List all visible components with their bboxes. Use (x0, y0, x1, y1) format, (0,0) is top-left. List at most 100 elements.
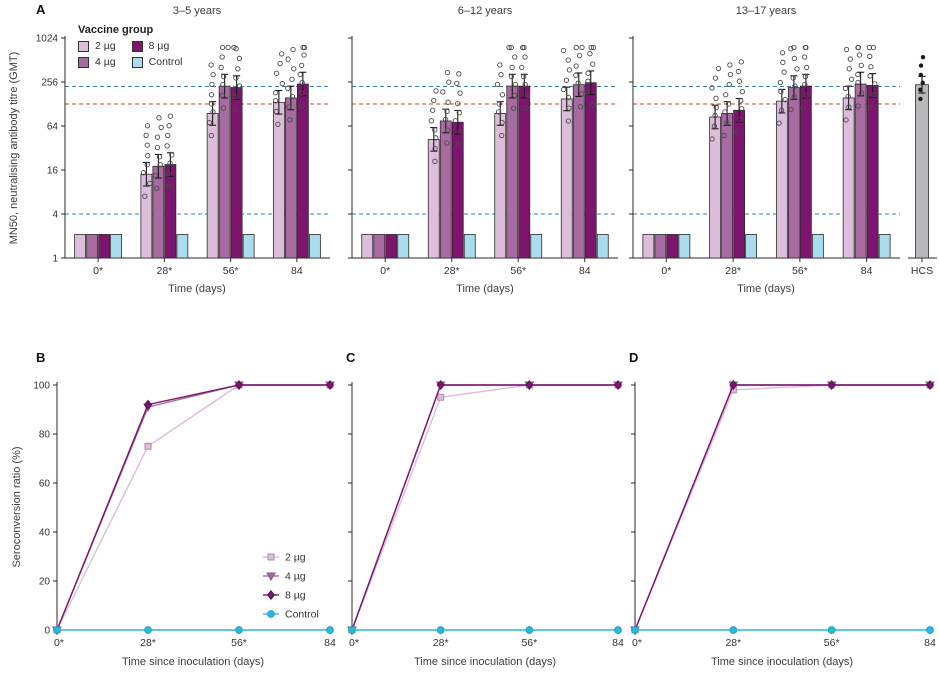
data-point (778, 107, 785, 113)
marker-circle (614, 626, 622, 634)
data-point (565, 57, 571, 63)
legend-item-2ug: 2 µg (78, 40, 116, 52)
marker-diamond (525, 380, 534, 390)
data-point (791, 55, 797, 62)
data-point (577, 104, 584, 110)
data-point (802, 44, 808, 51)
data-point (446, 79, 452, 85)
data-point (508, 44, 514, 51)
swatch-control (131, 56, 143, 68)
tick-label: 84 (924, 637, 936, 649)
bar-8µg (296, 83, 309, 259)
tick-label: 4 (52, 210, 58, 221)
tick-label: 28* (725, 637, 741, 649)
data-point (231, 44, 237, 51)
data-point (780, 59, 786, 65)
data-point (495, 109, 502, 115)
panel-d-label: D (629, 350, 639, 365)
data-point (721, 132, 727, 139)
data-point (712, 75, 719, 81)
bar-Control (811, 234, 824, 259)
data-point (210, 109, 216, 115)
data-point (739, 106, 745, 112)
tick-label: 28* (444, 265, 460, 277)
x-axis-label-time-2: Time (days) (456, 283, 514, 295)
data-point (144, 142, 150, 148)
data-point (156, 154, 163, 160)
data-point (565, 118, 572, 124)
data-point (521, 73, 527, 80)
data-point (590, 44, 597, 51)
data-point (801, 54, 808, 60)
data-point (845, 93, 851, 100)
data-point (167, 160, 173, 166)
data-point (442, 116, 449, 123)
data-point (589, 102, 596, 108)
x-axis-label-inoc-d: Time since inoculation (days) (710, 656, 854, 668)
data-point (855, 71, 861, 78)
vaccine-group-legend: Vaccine group 2 µg 4 µg 8 µg Control (78, 24, 183, 68)
legend-item-control: Control (131, 56, 183, 68)
data-point (165, 132, 171, 139)
tick-label: 0* (93, 265, 103, 277)
data-point (444, 69, 451, 76)
data-point (285, 56, 291, 62)
data-point (847, 56, 853, 62)
marker-triangle-down (266, 572, 276, 582)
bar-Control (308, 234, 321, 259)
data-point (272, 98, 279, 104)
bar-Control (878, 234, 891, 259)
data-point (167, 113, 174, 119)
data-point (843, 117, 849, 123)
bar-Control (176, 234, 189, 259)
data-point (918, 96, 923, 102)
data-point (726, 81, 732, 88)
data-point (144, 123, 151, 129)
tick-label: 64 (47, 122, 59, 133)
data-point (781, 69, 787, 75)
data-point (298, 62, 305, 69)
data-point (802, 73, 809, 80)
data-point (579, 44, 585, 51)
panel-c-chart: 0* 28* 56* 84 (347, 380, 624, 649)
legend-label-control: Control (148, 56, 183, 68)
data-point (788, 46, 794, 52)
data-point (736, 116, 743, 123)
tick-label: 56* (521, 637, 537, 649)
data-point (206, 119, 213, 126)
data-point (455, 100, 461, 107)
data-point (846, 104, 852, 110)
data-point (560, 86, 567, 93)
data-point (712, 112, 718, 119)
data-point (279, 51, 285, 57)
bar-4µg (152, 165, 165, 259)
data-point (218, 64, 224, 71)
data-point (585, 70, 591, 76)
data-point (725, 101, 732, 107)
swatch-2ug (78, 40, 89, 52)
data-point (579, 91, 585, 97)
data-point (858, 62, 864, 69)
data-point (792, 83, 798, 89)
data-point (301, 52, 307, 58)
data-point (713, 104, 719, 111)
panel-a-chart: 1 4 16 64 256 1024 0* 28* 56* 84 0* 28* 56* 84 0* 28* 56… (36, 34, 937, 277)
data-point (727, 62, 733, 68)
bar-8µg (98, 234, 111, 259)
data-point (724, 119, 730, 126)
marker-diamond (729, 380, 738, 390)
tick-label: 28* (725, 265, 741, 277)
marker-diamond (325, 380, 335, 390)
legend-title: Vaccine group (78, 24, 154, 36)
bar-8µg (799, 85, 812, 259)
data-point (152, 172, 159, 179)
series-line-8µg (351, 384, 618, 631)
data-point (166, 123, 172, 129)
tick-label: 2 µg (285, 552, 306, 564)
data-point (791, 44, 797, 51)
data-point (843, 46, 850, 53)
data-point (277, 60, 283, 67)
data-point (779, 50, 786, 56)
bar-2µg (361, 234, 374, 259)
marker-circle (267, 610, 275, 618)
